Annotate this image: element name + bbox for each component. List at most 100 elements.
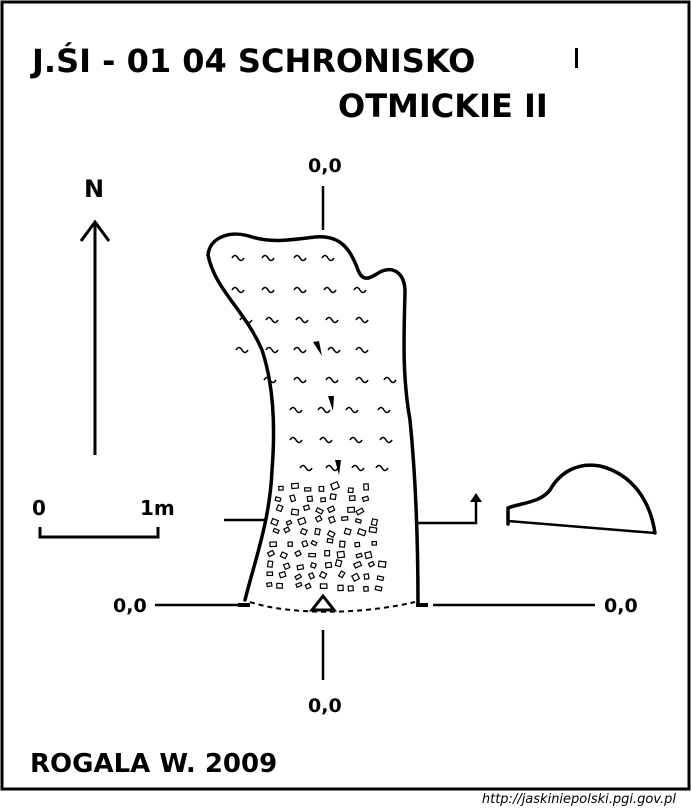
axis-label-bottom: 0,0 <box>308 695 342 717</box>
slope-arrow-icon <box>335 460 341 475</box>
rubble-symbol <box>343 527 352 536</box>
loam-symbol <box>263 376 277 384</box>
rubble-symbol <box>266 571 274 577</box>
rubble-symbol <box>320 497 327 503</box>
rubble-symbol <box>296 564 305 571</box>
rubble-symbol <box>347 506 356 513</box>
loam-symbol <box>345 406 359 414</box>
survey-point-triangle-icon <box>308 593 338 612</box>
rubble-symbol <box>272 527 280 535</box>
rubble-symbol <box>276 582 283 589</box>
rubble-symbol <box>307 572 316 580</box>
rubble-symbol <box>334 559 343 568</box>
loam-symbol <box>231 254 245 262</box>
axis-label-left: 0,0 <box>113 595 147 617</box>
rubble-symbol <box>318 485 325 492</box>
author-label: ROGALA W. 2009 <box>30 749 277 779</box>
rubble-symbol <box>324 549 331 557</box>
slope-arrows <box>313 341 341 475</box>
rubble-symbol <box>336 550 346 559</box>
rubble-symbol <box>356 527 367 537</box>
loam-symbol <box>375 464 389 472</box>
title-mark <box>575 48 578 68</box>
rubble-symbol <box>348 495 356 502</box>
loam-symbol <box>289 406 303 414</box>
rubble-symbol <box>374 585 383 592</box>
loam-symbol <box>327 346 341 354</box>
axis-lines <box>155 186 595 680</box>
rubble-symbol <box>326 505 336 514</box>
slope-arrow-icon <box>328 396 334 411</box>
loam-symbol <box>325 376 339 384</box>
rubble-symbol <box>337 570 346 579</box>
rubble-symbol <box>318 570 328 580</box>
loam-symbol <box>355 346 369 354</box>
rubble-symbol <box>326 529 336 539</box>
cross-section-arrow-icon <box>470 493 482 502</box>
rubble-symbol <box>294 573 303 581</box>
rubble-symbol <box>350 572 361 582</box>
rubble-symbol <box>315 506 324 515</box>
rubble-symbol <box>314 514 323 523</box>
scale-label-zero: 0 <box>32 496 46 520</box>
axis-label-right: 0,0 <box>604 595 638 617</box>
rubble-symbol <box>355 507 365 516</box>
rubble-symbol <box>354 541 361 548</box>
rubble-symbol <box>340 515 349 522</box>
loam-symbol <box>293 254 307 262</box>
rubble-symbol <box>270 517 280 527</box>
cross-section-line-right <box>418 498 478 525</box>
scale-bar <box>38 527 160 539</box>
rubble-symbols <box>266 480 387 592</box>
rubble-symbol <box>294 549 302 558</box>
rubble-symbol <box>266 581 273 588</box>
rubble-symbol <box>310 539 318 547</box>
loam-symbol <box>293 286 307 294</box>
rubble-symbol <box>367 560 376 568</box>
rubble-symbol <box>266 549 276 558</box>
cave-outline <box>206 232 420 607</box>
rubble-symbol <box>278 570 287 579</box>
loam-symbol <box>377 406 391 414</box>
loam-symbols <box>231 254 397 472</box>
title-line-2: OTMICKIE II <box>338 87 548 125</box>
rubble-symbol <box>355 552 363 559</box>
rubble-symbol <box>308 552 317 558</box>
rubble-symbol <box>370 518 379 527</box>
loam-symbol <box>321 254 335 262</box>
rubble-symbol <box>266 560 274 568</box>
rubble-symbol <box>329 480 341 491</box>
rubble-symbol <box>297 516 307 526</box>
loam-symbol <box>293 376 307 384</box>
rubble-symbol <box>283 526 291 534</box>
cross-section <box>506 463 657 535</box>
rubble-symbol <box>361 495 370 503</box>
rubble-symbol <box>371 540 378 546</box>
loam-symbol <box>239 316 253 324</box>
rubble-symbol <box>362 585 369 592</box>
loam-symbol <box>323 286 337 294</box>
loam-symbol <box>351 464 365 472</box>
rubble-symbol <box>278 485 284 491</box>
loam-symbol <box>379 436 393 444</box>
rubble-symbol <box>285 519 293 526</box>
source-url[interactable]: http://jaskiniepolski.pgi.gov.pl <box>482 792 676 807</box>
rubble-symbol <box>301 539 309 548</box>
rubble-symbol <box>289 494 297 503</box>
loam-symbol <box>289 436 303 444</box>
rubble-symbol <box>368 526 378 534</box>
rubble-symbol <box>295 581 303 589</box>
loam-symbol <box>355 316 369 324</box>
slope-arrow-icon <box>313 341 322 356</box>
axis-label-top: 0,0 <box>308 155 342 177</box>
rubble-symbol <box>306 495 314 503</box>
scale-label-one: 1m <box>140 496 175 520</box>
rubble-symbol <box>363 573 370 580</box>
rubble-symbol <box>352 560 363 569</box>
dripline <box>249 601 416 613</box>
rubble-symbol <box>363 483 370 491</box>
rubble-symbol <box>326 537 334 544</box>
rubble-symbol <box>290 482 300 490</box>
rubble-symbol <box>304 582 312 590</box>
